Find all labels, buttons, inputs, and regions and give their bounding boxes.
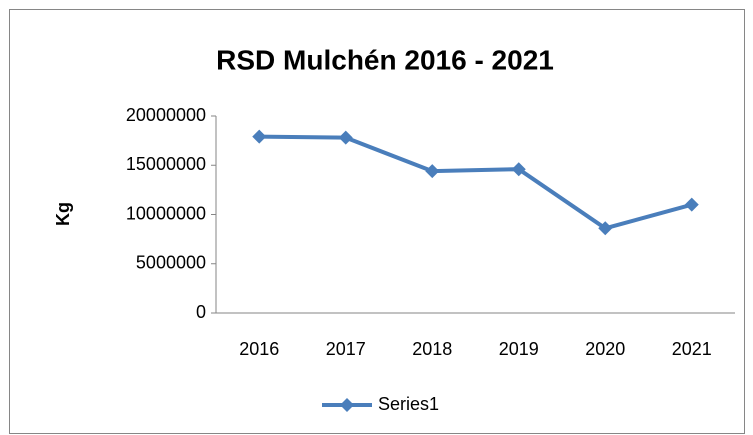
marker xyxy=(338,130,353,145)
series-line xyxy=(259,134,693,231)
x-tick-label: 2021 xyxy=(672,339,712,359)
marker xyxy=(684,197,699,212)
x-tick-label: 2020 xyxy=(585,339,625,359)
y-tick-label: 10000000 xyxy=(126,203,206,223)
marker xyxy=(598,221,613,236)
y-axis-label: Kg xyxy=(53,202,73,226)
y-tick-label: 15000000 xyxy=(126,154,206,174)
marker xyxy=(511,162,526,177)
marker xyxy=(252,129,267,144)
x-tick-label: 2017 xyxy=(326,339,366,359)
y-tick-label: 5000000 xyxy=(136,253,206,273)
marker xyxy=(425,164,440,179)
x-tick-label: 2018 xyxy=(412,339,452,359)
x-tick-label: 2016 xyxy=(239,339,279,359)
legend-label: Series1 xyxy=(378,394,439,414)
x-tick-label: 2019 xyxy=(499,339,539,359)
chart-title: RSD Mulchén 2016 - 2021 xyxy=(216,44,554,75)
y-tick-label: 20000000 xyxy=(126,105,206,125)
chart-border xyxy=(9,9,745,434)
legend-marker xyxy=(340,398,354,412)
y-tick-label: 0 xyxy=(196,302,206,322)
